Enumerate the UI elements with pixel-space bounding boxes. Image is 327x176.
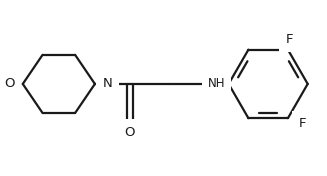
Text: NH: NH xyxy=(208,77,225,90)
Text: F: F xyxy=(299,118,306,130)
Text: F: F xyxy=(286,33,293,46)
Text: O: O xyxy=(4,77,15,90)
Text: N: N xyxy=(102,77,112,90)
Text: O: O xyxy=(125,126,135,139)
